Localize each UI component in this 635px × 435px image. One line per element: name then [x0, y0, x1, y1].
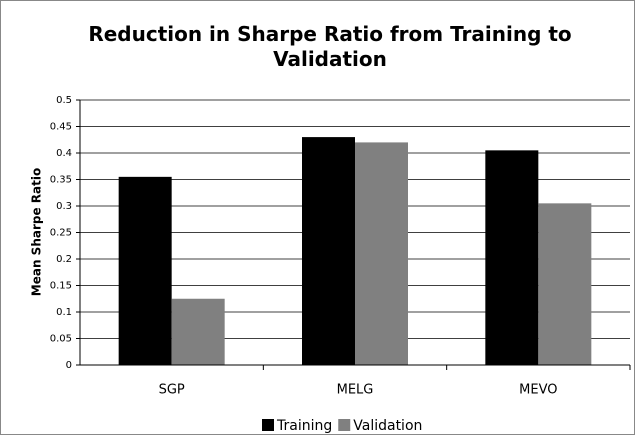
y-tick-label: 0.2 [56, 254, 72, 265]
y-tick-label: 0.35 [50, 175, 72, 186]
legend-label: Training [276, 418, 332, 434]
y-tick-label: 0.1 [56, 307, 72, 318]
bar [538, 203, 592, 365]
bar [171, 298, 225, 365]
y-tick-label: 0.05 [50, 334, 72, 345]
y-tick-label: 0.3 [56, 201, 72, 212]
x-tick-label: SGP [159, 383, 185, 398]
legend-swatch [338, 419, 351, 431]
y-tick-label: 0.4 [56, 148, 72, 159]
x-tick-label: MELG [337, 383, 374, 398]
y-tick-label: 0.5 [56, 95, 72, 106]
y-tick-label: 0 [66, 360, 72, 371]
bar [118, 176, 172, 365]
y-tick-label: 0.15 [50, 281, 72, 292]
y-tick-label: 0.25 [50, 228, 72, 239]
bar [355, 142, 408, 365]
y-tick-label: 0.45 [50, 122, 72, 133]
chart-title: Reduction in Sharpe Ratio from Training … [88, 22, 572, 71]
y-axis-label: Mean Sharpe Ratio [30, 168, 44, 296]
x-tick-label: MEVO [519, 383, 557, 398]
bar [485, 150, 539, 365]
legend-label: Validation [353, 418, 422, 434]
legend-swatch [262, 419, 274, 431]
bar [302, 137, 355, 365]
